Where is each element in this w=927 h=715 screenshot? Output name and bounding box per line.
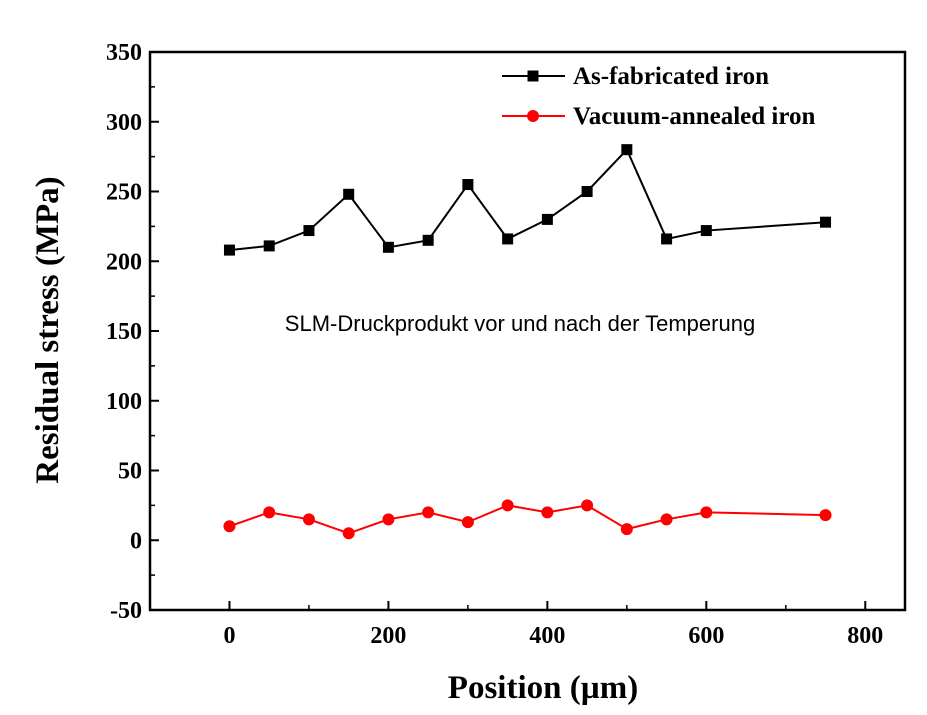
- data-point: [700, 506, 713, 519]
- y-tick-label: -50: [110, 598, 142, 624]
- legend-label: As-fabricated iron: [573, 63, 769, 90]
- data-point: [819, 509, 832, 522]
- x-tick-label: 0: [223, 623, 235, 649]
- data-point: [501, 499, 514, 512]
- y-tick-label: 350: [106, 40, 142, 66]
- data-point: [422, 506, 435, 519]
- x-tick-label: 800: [847, 623, 883, 649]
- y-tick-label: 300: [106, 110, 142, 136]
- y-tick-label: 50: [118, 459, 142, 485]
- data-point: [621, 144, 633, 156]
- data-point: [502, 233, 514, 245]
- y-tick-label: 200: [106, 249, 142, 275]
- x-tick-label: 400: [529, 623, 565, 649]
- data-point: [820, 216, 832, 228]
- y-tick-label: 250: [106, 180, 142, 206]
- data-point: [263, 506, 276, 519]
- legend: As-fabricated iron Vacuum-annealed iron: [502, 63, 816, 130]
- x-axis-title: Position (µm): [448, 670, 638, 706]
- y-tick-label: 100: [106, 389, 142, 415]
- data-point: [700, 225, 712, 237]
- legend-swatch-marker: [527, 70, 539, 82]
- data-point: [581, 186, 593, 197]
- data-point: [382, 241, 394, 253]
- data-point: [343, 188, 355, 200]
- data-point: [302, 513, 315, 526]
- data-point: [303, 225, 315, 237]
- data-point: [541, 506, 554, 519]
- chart-annotation: SLM-Druckprodukt vor und nach der Temper…: [285, 311, 755, 336]
- data-point: [223, 244, 235, 256]
- data-point: [223, 520, 236, 533]
- data-point: [422, 234, 434, 246]
- y-tick-label: 150: [106, 319, 142, 345]
- data-point: [541, 213, 553, 225]
- data-point: [661, 233, 673, 245]
- data-point: [263, 240, 275, 252]
- series-layer: [223, 144, 832, 540]
- x-tick-label: 200: [370, 623, 406, 649]
- y-tick-label: 0: [130, 528, 142, 554]
- legend-label: Vacuum-annealed iron: [573, 103, 816, 130]
- data-point: [620, 523, 633, 536]
- series-line: [229, 147, 826, 252]
- y-axis-title: Residual stress (MPa): [30, 176, 66, 483]
- legend-swatch-marker: [527, 110, 539, 122]
- data-point: [342, 527, 355, 540]
- data-point: [462, 179, 474, 191]
- axes-layer: -50 0 50 100 150 200 250 300 350 0 200 400 600 800: [106, 40, 907, 649]
- data-point: [660, 513, 673, 526]
- data-point: [461, 516, 474, 529]
- x-tick-label: 600: [688, 623, 724, 649]
- data-point: [382, 513, 395, 526]
- data-point: [581, 499, 594, 512]
- series-line: [229, 504, 826, 535]
